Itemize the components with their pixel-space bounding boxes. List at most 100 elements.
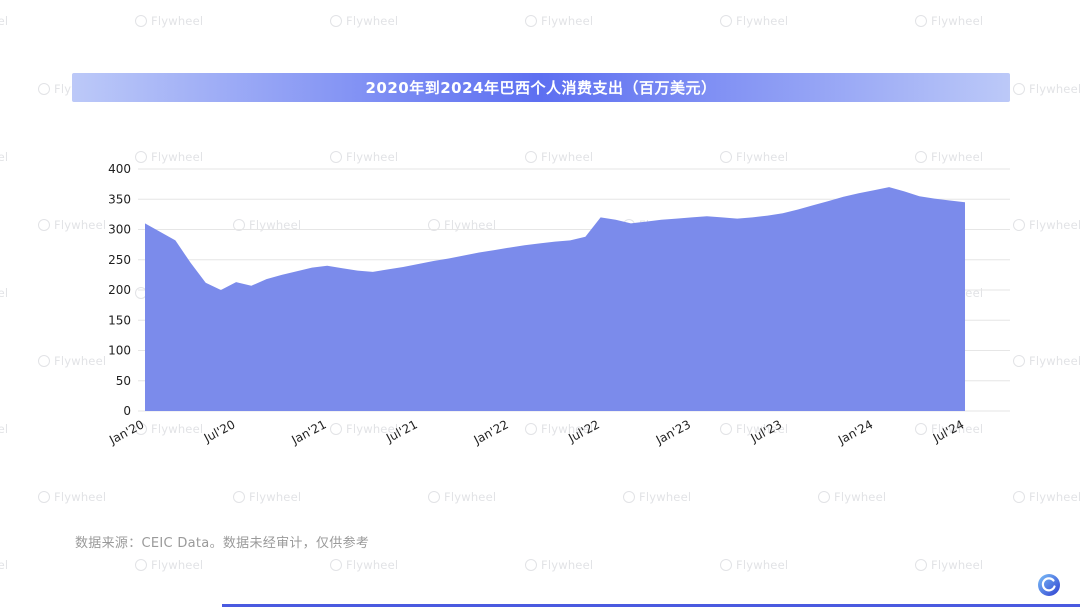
watermark: Flywheel: [525, 14, 593, 28]
watermark-text: Flywheel: [541, 558, 594, 572]
watermark-text: Flywheel: [249, 490, 302, 504]
watermark: Flywheel: [720, 558, 788, 572]
flywheel-watermark-icon: [720, 423, 732, 435]
watermark-text: Flywheel: [1029, 82, 1080, 96]
watermark: Flywheel: [525, 558, 593, 572]
watermark-text: Flywheel: [346, 150, 399, 164]
watermark: Flywheel: [0, 286, 8, 300]
watermark-text: Flywheel: [346, 14, 399, 28]
flywheel-watermark-icon: [38, 83, 50, 95]
watermark: Flywheel: [720, 14, 788, 28]
flywheel-watermark-icon: [525, 15, 537, 27]
watermark: Flywheel: [915, 558, 983, 572]
watermark: Flywheel: [135, 14, 203, 28]
watermark-text: Flywheel: [736, 14, 789, 28]
y-tick-label: 350: [108, 192, 131, 206]
watermark: Flywheel: [428, 490, 496, 504]
watermark: Flywheel: [330, 558, 398, 572]
watermark: Flywheel: [38, 354, 106, 368]
watermark-text: Flywheel: [541, 422, 594, 436]
x-tick-label: Jul'20: [201, 417, 238, 445]
watermark-text: Flywheel: [1029, 490, 1080, 504]
x-tick-label: Jan'21: [288, 417, 328, 447]
y-tick-label: 200: [108, 283, 131, 297]
flywheel-watermark-icon: [135, 559, 147, 571]
watermark-text: Flywheel: [0, 14, 9, 28]
flywheel-watermark-icon: [915, 423, 927, 435]
flywheel-watermark-icon: [1013, 355, 1025, 367]
watermark: Flywheel: [915, 422, 983, 436]
watermark: Flywheel: [428, 218, 496, 232]
watermark: Flywheel: [38, 218, 106, 232]
x-tick-label: Jan'23: [653, 417, 693, 447]
x-tick-label: Jul'22: [565, 417, 602, 445]
flywheel-watermark-icon: [428, 219, 440, 231]
chart-title: 2020年到2024年巴西个人消费支出（百万美元）: [365, 79, 717, 97]
watermark: Flywheel: [720, 422, 788, 436]
watermark-text: Flywheel: [444, 218, 497, 232]
x-tick-label: Jul'23: [748, 417, 785, 445]
watermark: Flywheel: [330, 150, 398, 164]
flywheel-watermark-icon: [38, 219, 50, 231]
watermark-text: Flywheel: [151, 14, 204, 28]
watermark-text: Flywheel: [346, 422, 399, 436]
watermark: Flywheel: [525, 150, 593, 164]
watermark: Flywheel: [720, 150, 788, 164]
consumption-area-series: [145, 187, 965, 411]
watermark-text: Flywheel: [931, 14, 984, 28]
watermark: Flywheel: [1013, 218, 1080, 232]
flywheel-watermark-icon: [233, 219, 245, 231]
watermark-text: Flywheel: [639, 490, 692, 504]
flywheel-watermark-icon: [525, 151, 537, 163]
watermark-text: Flywheel: [541, 14, 594, 28]
watermark-text: Flywheel: [541, 150, 594, 164]
watermark: Flywheel: [1013, 354, 1080, 368]
watermark-text: Flywheel: [151, 558, 204, 572]
flywheel-watermark-icon: [915, 559, 927, 571]
y-tick-label: 100: [108, 344, 131, 358]
flywheel-watermark-icon: [720, 15, 732, 27]
flywheel-watermark-icon: [525, 423, 537, 435]
y-tick-label: 400: [108, 162, 131, 176]
consumption-area-chart: 0 50 100 150 200 250 300 350 400 Jan'20 Jul'20 Jan'…: [106, 162, 1010, 448]
flywheel-watermark-icon: [525, 559, 537, 571]
flywheel-watermark-icon: [135, 15, 147, 27]
x-tick-label: Jan'20: [106, 417, 146, 447]
flywheel-watermark-icon: [915, 15, 927, 27]
watermark: Flywheel: [0, 14, 8, 28]
watermark: Flywheel: [135, 422, 203, 436]
y-tick-label: 50: [116, 374, 131, 388]
watermark-text: Flywheel: [834, 490, 887, 504]
watermark-text: Flywheel: [1029, 354, 1080, 368]
watermark-text: Flywheel: [0, 286, 9, 300]
watermark-text: Flywheel: [346, 558, 399, 572]
flywheel-watermark-icon: [623, 491, 635, 503]
flywheel-watermark-icon: [135, 423, 147, 435]
watermark-text: Flywheel: [0, 558, 9, 572]
watermark-text: Flywheel: [931, 150, 984, 164]
chart-area: 0 50 100 150 200 250 300 350 400 Jan'20 Jul'20 Jan'…: [60, 150, 1020, 484]
flywheel-watermark-icon: [1013, 83, 1025, 95]
bottom-accent-bar: [222, 604, 1080, 607]
x-tick-label: Jul'21: [383, 417, 420, 445]
watermark: Flywheel: [38, 490, 106, 504]
y-tick-label: 250: [108, 253, 131, 267]
watermark: Flywheel: [330, 422, 398, 436]
watermark-text: Flywheel: [931, 422, 984, 436]
x-tick-label: Jul'24: [930, 417, 967, 445]
watermark: Flywheel: [330, 14, 398, 28]
watermark-text: Flywheel: [0, 422, 9, 436]
y-tick-label: 0: [123, 404, 131, 418]
flywheel-watermark-icon: [330, 423, 342, 435]
flywheel-watermark-icon: [720, 559, 732, 571]
flywheel-logo-svg: [1038, 574, 1060, 596]
watermark: Flywheel: [0, 422, 8, 436]
flywheel-watermark-icon: [818, 491, 830, 503]
watermark: Flywheel: [233, 218, 301, 232]
chart-title-banner: 2020年到2024年巴西个人消费支出（百万美元）: [72, 73, 1010, 102]
watermark: Flywheel: [818, 490, 886, 504]
flywheel-watermark-icon: [1013, 219, 1025, 231]
watermark: Flywheel: [135, 558, 203, 572]
watermark: Flywheel: [135, 150, 203, 164]
watermark-text: Flywheel: [54, 218, 107, 232]
